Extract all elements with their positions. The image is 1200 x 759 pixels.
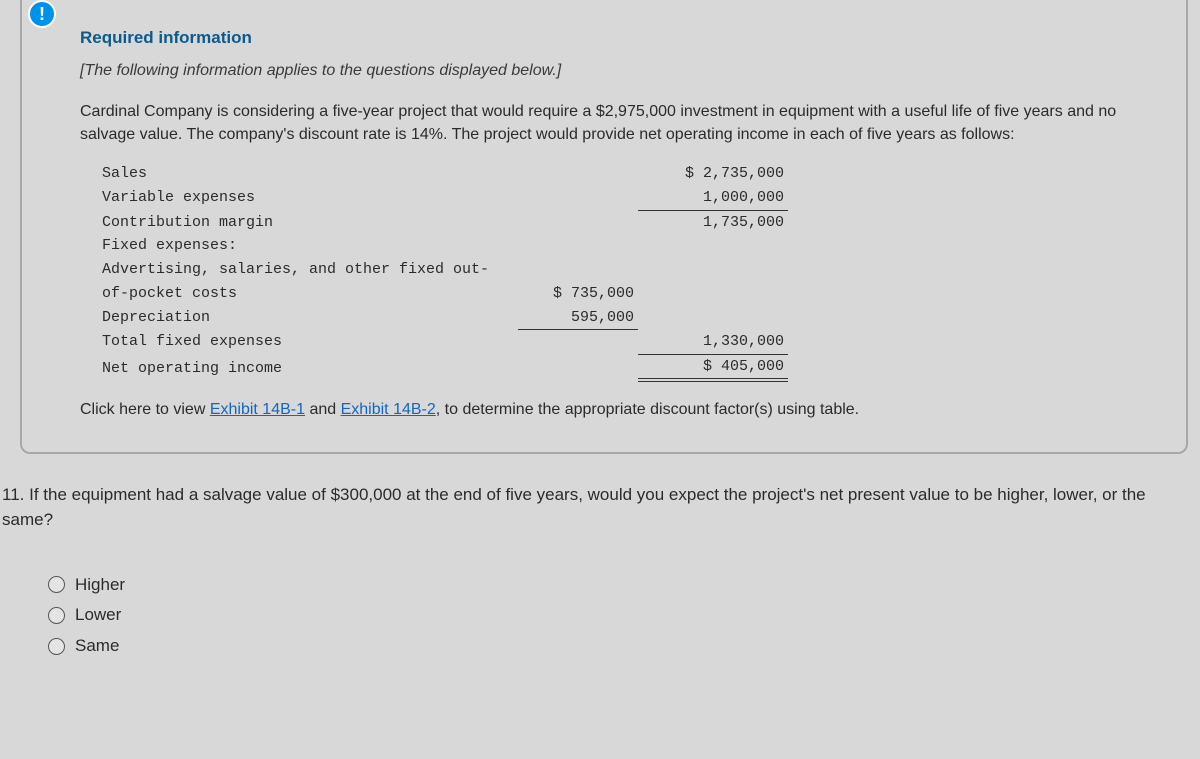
fixed-header: Fixed expenses: bbox=[98, 234, 518, 258]
varexp-value: 1,000,000 bbox=[638, 186, 788, 210]
table-row: Sales $ 2,735,000 bbox=[98, 162, 788, 186]
option-same[interactable]: Same bbox=[48, 634, 1200, 659]
links-post: , to determine the appropriate discount … bbox=[436, 401, 859, 418]
option-higher[interactable]: Higher bbox=[48, 573, 1200, 598]
links-mid: and bbox=[305, 401, 341, 418]
totfix-value: 1,330,000 bbox=[638, 330, 788, 354]
table-row: Variable expenses 1,000,000 bbox=[98, 186, 788, 210]
exhibit-links-line: Click here to view Exhibit 14B-1 and Exh… bbox=[80, 398, 1128, 421]
noi-value: $ 405,000 bbox=[638, 354, 788, 380]
dep-label: Depreciation bbox=[98, 306, 518, 330]
option-lower[interactable]: Lower bbox=[48, 603, 1200, 628]
exhibit-14b1-link[interactable]: Exhibit 14B-1 bbox=[210, 401, 305, 418]
answer-options: Higher Lower Same bbox=[48, 573, 1200, 659]
info-icon: ! bbox=[28, 0, 56, 28]
radio-icon[interactable] bbox=[48, 607, 65, 624]
noi-label: Net operating income bbox=[98, 354, 518, 380]
question-text: 11. If the equipment had a salvage value… bbox=[2, 482, 1200, 533]
table-row: Fixed expenses: bbox=[98, 234, 788, 258]
dep-value: 595,000 bbox=[518, 306, 638, 330]
required-info-panel: Required information [The following info… bbox=[20, 0, 1188, 454]
radio-icon[interactable] bbox=[48, 576, 65, 593]
sales-label: Sales bbox=[98, 162, 518, 186]
table-row: Total fixed expenses 1,330,000 bbox=[98, 330, 788, 354]
option-label: Lower bbox=[75, 603, 121, 628]
contrib-label: Contribution margin bbox=[98, 210, 518, 234]
scenario-paragraph: Cardinal Company is considering a five-y… bbox=[80, 100, 1128, 146]
table-row: Contribution margin 1,735,000 bbox=[98, 210, 788, 234]
required-note: [The following information applies to th… bbox=[80, 59, 1128, 82]
adv-label-line1: Advertising, salaries, and other fixed o… bbox=[98, 258, 518, 282]
adv-value: $ 735,000 bbox=[518, 282, 638, 306]
adv-label-line2: of-pocket costs bbox=[98, 282, 518, 306]
radio-icon[interactable] bbox=[48, 638, 65, 655]
income-statement-table: Sales $ 2,735,000 Variable expenses 1,00… bbox=[98, 162, 788, 382]
table-row: Net operating income $ 405,000 bbox=[98, 354, 788, 380]
table-row: Advertising, salaries, and other fixed o… bbox=[98, 258, 788, 282]
option-label: Higher bbox=[75, 573, 125, 598]
totfix-label: Total fixed expenses bbox=[98, 330, 518, 354]
sales-value: $ 2,735,000 bbox=[638, 162, 788, 186]
table-row: Depreciation 595,000 bbox=[98, 306, 788, 330]
contrib-value: 1,735,000 bbox=[638, 210, 788, 234]
varexp-label: Variable expenses bbox=[98, 186, 518, 210]
required-title: Required information bbox=[80, 26, 1128, 51]
table-row: of-pocket costs $ 735,000 bbox=[98, 282, 788, 306]
exhibit-14b2-link[interactable]: Exhibit 14B-2 bbox=[341, 401, 436, 418]
option-label: Same bbox=[75, 634, 119, 659]
links-pre: Click here to view bbox=[80, 401, 210, 418]
